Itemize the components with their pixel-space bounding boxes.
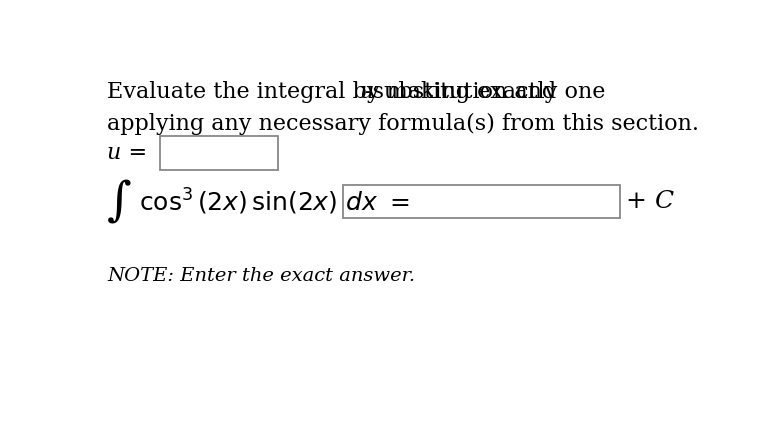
Text: u: u <box>359 81 373 103</box>
Text: u =: u = <box>107 142 147 164</box>
FancyBboxPatch shape <box>159 136 278 170</box>
Text: -substitution and: -substitution and <box>365 81 556 103</box>
Text: NOTE: Enter the exact answer.: NOTE: Enter the exact answer. <box>107 267 415 285</box>
Text: $\cos^3(2x)\,\sin(2x)\ dx\ =$: $\cos^3(2x)\,\sin(2x)\ dx\ =$ <box>139 187 409 217</box>
Text: Evaluate the integral by making exactly one: Evaluate the integral by making exactly … <box>107 81 612 103</box>
Text: ∫: ∫ <box>107 179 132 225</box>
FancyBboxPatch shape <box>343 185 620 218</box>
Text: + C: + C <box>626 190 675 213</box>
Text: applying any necessary formula(s) from this section.: applying any necessary formula(s) from t… <box>107 113 699 135</box>
